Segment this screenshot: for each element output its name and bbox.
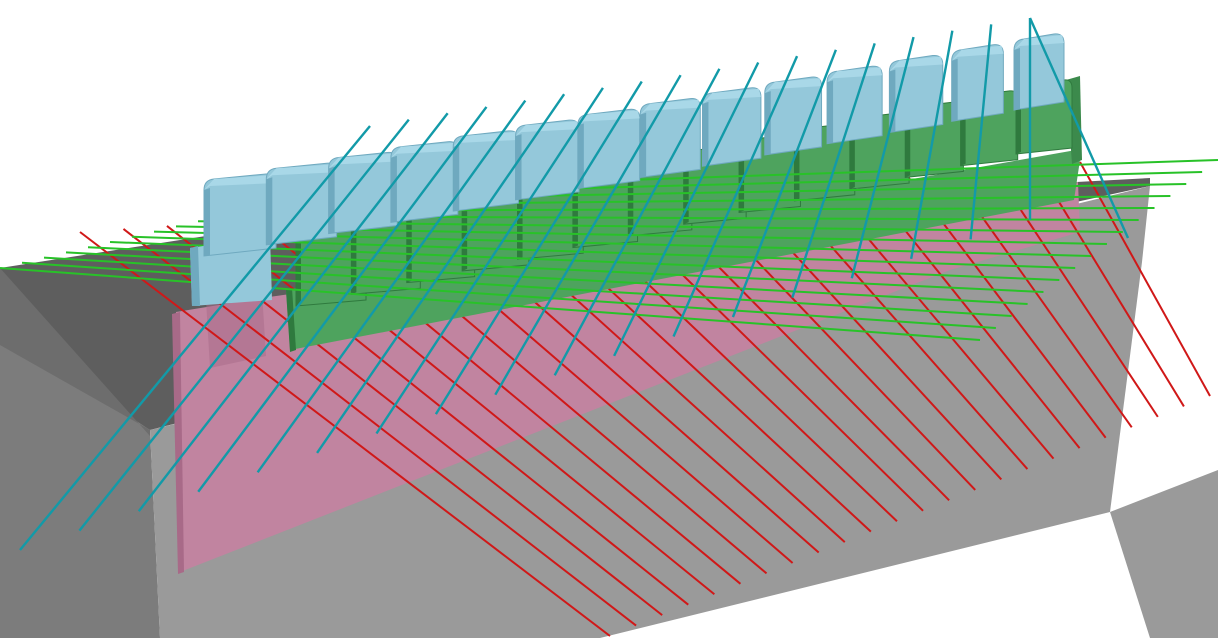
blue-plate-tooth-side (702, 101, 709, 167)
red-line (209, 222, 689, 606)
blue-plate-tooth-top (827, 67, 883, 83)
blue-plate-tooth-top (951, 45, 1004, 61)
red-line (1079, 161, 1211, 397)
blue-plate-tooth-top (702, 88, 761, 104)
teal-line (791, 43, 876, 299)
red-line (1035, 164, 1185, 407)
blue-plate-tooth-top (266, 164, 337, 180)
blue-plate-tooth-top (390, 142, 458, 158)
pink-plate-notch (206, 292, 266, 368)
teal-line (672, 55, 799, 337)
blue-plate-tooth-side (951, 58, 958, 122)
teal-line (375, 87, 604, 435)
teal-line (850, 36, 915, 279)
teal-line (137, 112, 449, 512)
green-plate-tooth-side (296, 234, 301, 306)
teal-line (969, 24, 993, 240)
blue-plate-tooth-top (640, 99, 701, 115)
blue-plate-tooth-top (764, 78, 822, 94)
blue-plate-tooth-top (889, 56, 943, 72)
teal-line (19, 125, 371, 551)
blue-plate-tooth-side (577, 123, 584, 189)
red-line (79, 231, 611, 637)
teal-line (909, 30, 954, 260)
teal-line-group (19, 17, 1130, 551)
teal-line (316, 93, 566, 454)
blue-plate-tooth-side (515, 134, 522, 200)
blue-plate-tooth (1013, 33, 1065, 111)
blue-plate-tooth-side (640, 112, 647, 178)
base-block-left-shadow (0, 268, 150, 436)
blue-plate-tooth-top (1014, 35, 1064, 50)
teal-line (1028, 17, 1130, 239)
teal-line (197, 106, 488, 493)
teal-line (553, 68, 721, 376)
blue-plate-tooth (951, 44, 1004, 122)
blue-plate-tooth (265, 162, 338, 246)
base-block-front-face (150, 186, 1150, 638)
blue-plate-tooth (203, 173, 277, 257)
blue-plate-tooth-top (577, 110, 640, 126)
blue-plate-foot-edge (190, 246, 200, 306)
teal-line (256, 99, 527, 474)
green-plate-edge (286, 288, 296, 352)
green-line (0, 267, 981, 341)
blue-plate-tooth-side (390, 155, 397, 223)
teal-line (78, 118, 410, 532)
teal-line (613, 61, 760, 357)
teal-line (494, 74, 682, 396)
green-plate-tooth-side (572, 179, 578, 248)
blue-plate-tooth-top (453, 131, 519, 147)
blue-plate-tooth-side (1014, 48, 1020, 110)
blue-plate-tooth-top (204, 175, 276, 190)
base-block-left-face (0, 330, 160, 638)
teal-line (731, 49, 838, 318)
blue-plate-tooth (515, 119, 580, 201)
green-plate-tooth-side (462, 201, 468, 271)
blue-plate-tooth-side (827, 80, 834, 144)
blue-plate-tooth-side (204, 188, 210, 256)
pink-plate-edge (172, 312, 184, 574)
blue-plate-tooth-top (515, 121, 580, 137)
blue-plate-tooth-side (266, 177, 273, 245)
base-block-bottom-strip (1110, 470, 1218, 638)
blue-plate-tooth (452, 130, 519, 212)
teal-line (434, 80, 643, 415)
